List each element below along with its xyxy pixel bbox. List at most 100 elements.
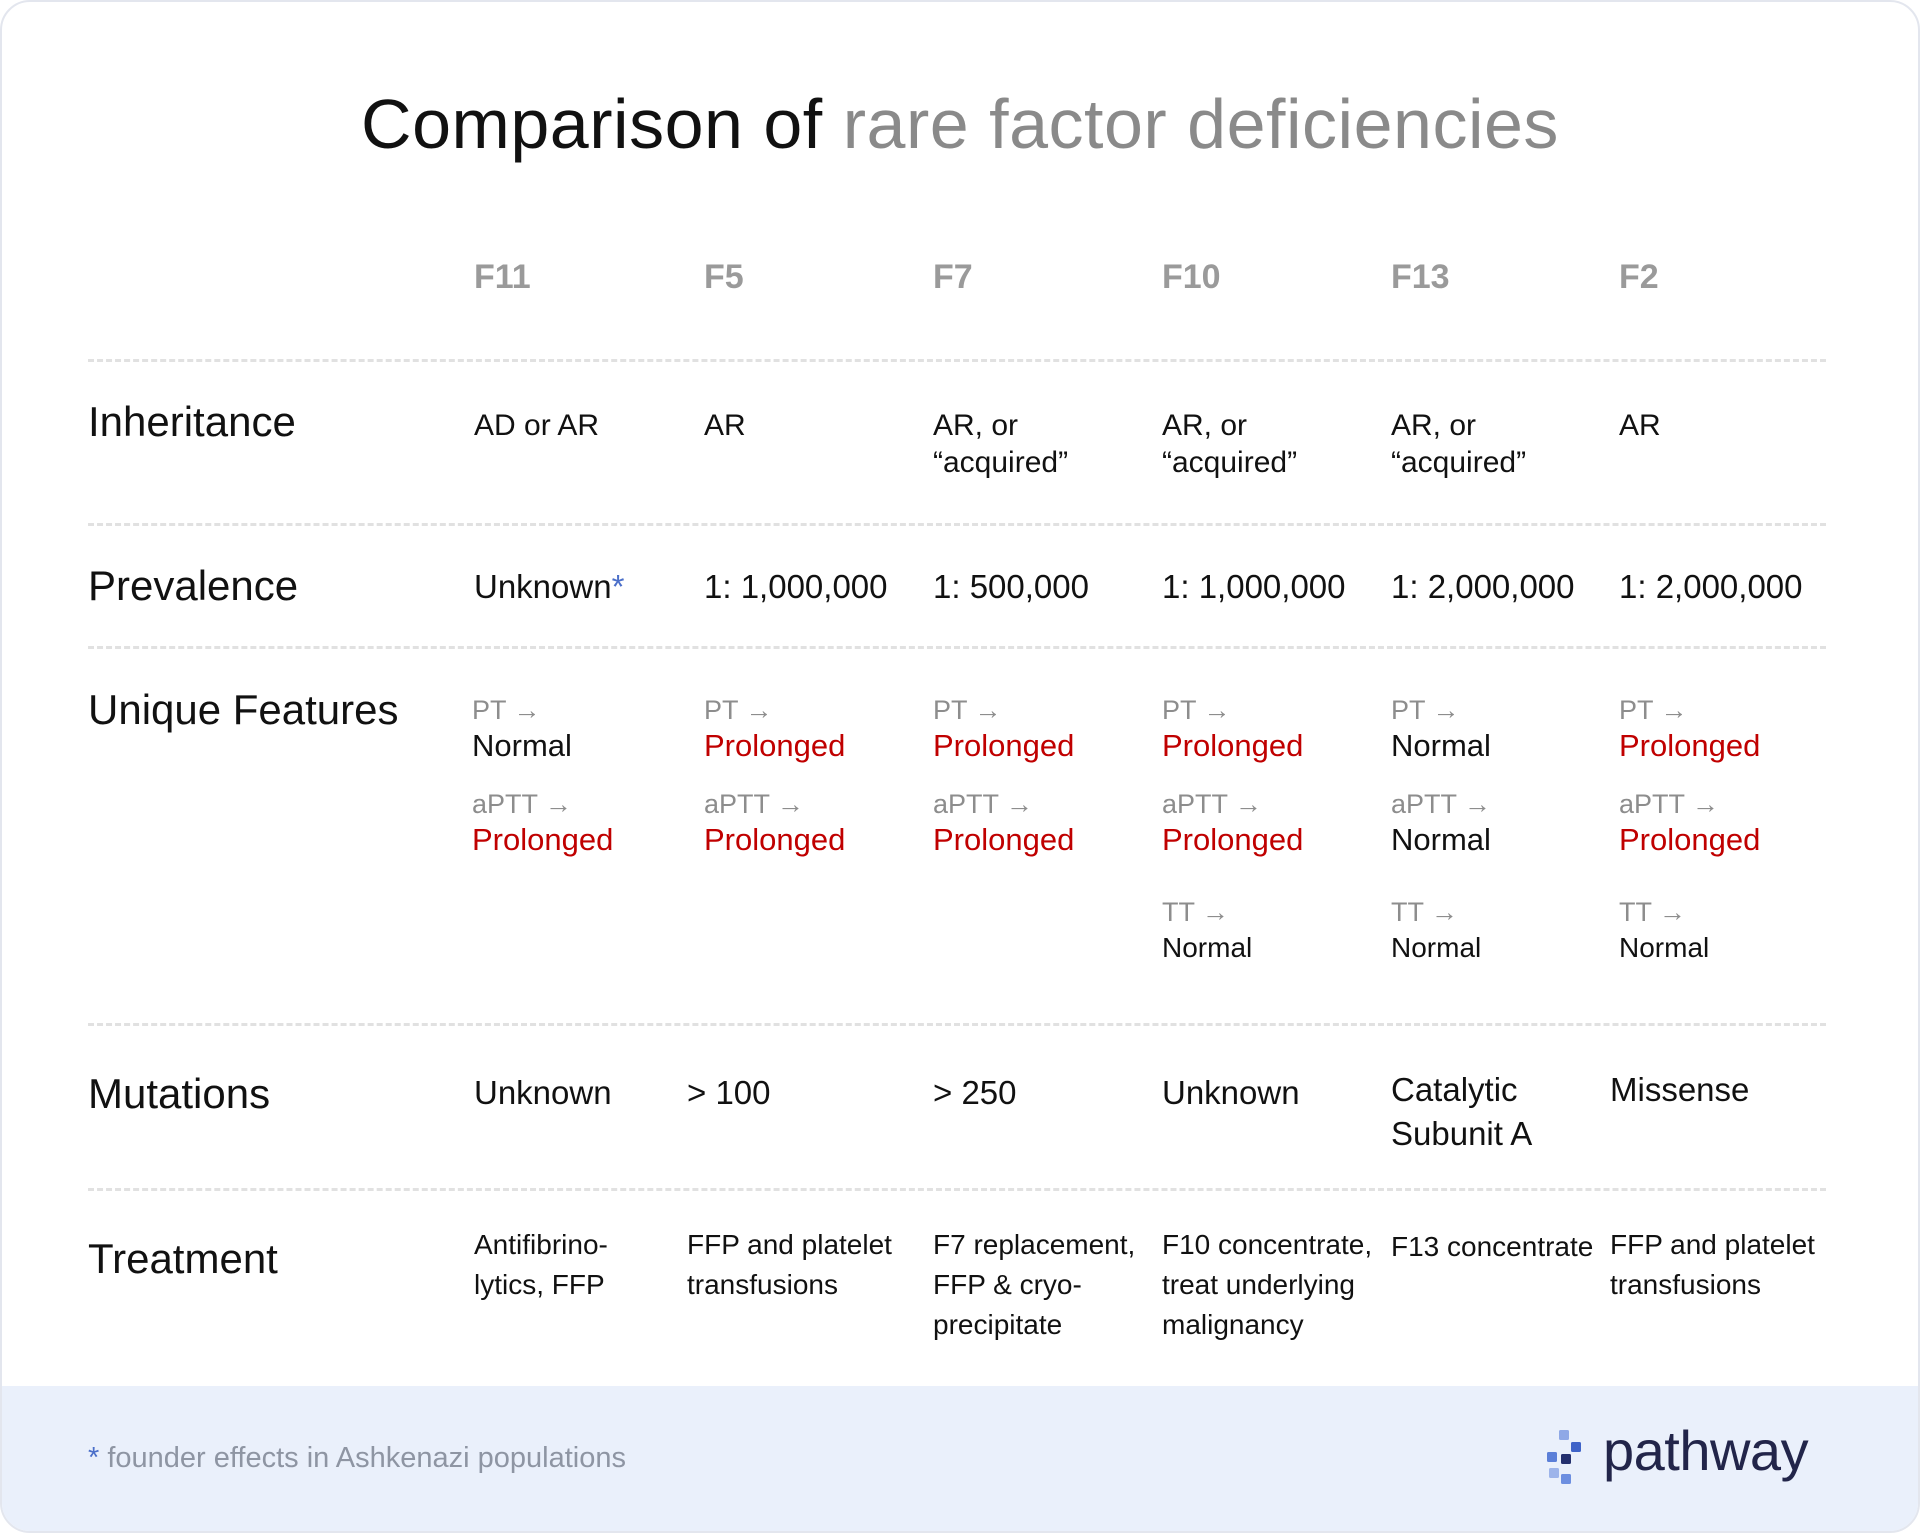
pt-label: PT → bbox=[933, 695, 1002, 725]
mutations-f13: Catalytic Subunit A bbox=[1391, 1068, 1532, 1156]
aptt-label: aPTT → bbox=[704, 789, 805, 819]
mutations-f2: Missense bbox=[1610, 1068, 1749, 1112]
inheritance-f10: AR, or “acquired” bbox=[1162, 407, 1297, 481]
aptt-value: Prolonged bbox=[704, 822, 846, 857]
treatment-f7: F7 replacement, FFP & cryo-precipitate bbox=[933, 1225, 1135, 1345]
row-divider bbox=[88, 646, 1826, 649]
features-f7: PT → Prolonged aPTT → Prolonged bbox=[933, 693, 1074, 859]
row-divider bbox=[88, 359, 1826, 362]
prevalence-f7: 1: 500,000 bbox=[933, 568, 1089, 605]
cell-line: FFP and platelet bbox=[1610, 1229, 1815, 1260]
cell-line: Unknown bbox=[1162, 1074, 1300, 1111]
inheritance-f11: AD or AR bbox=[474, 407, 599, 444]
prevalence-f13: 1: 2,000,000 bbox=[1391, 568, 1575, 605]
cell-line: transfusions bbox=[1610, 1269, 1761, 1300]
prevalence-f11: Unknown* bbox=[474, 568, 624, 605]
cell-line: lytics, FFP bbox=[474, 1269, 605, 1300]
tt-value: Normal bbox=[1162, 932, 1253, 963]
footnote-star: * bbox=[88, 1442, 100, 1474]
treatment-f11: Antifibrino-lytics, FFP bbox=[474, 1225, 608, 1305]
pt-label: PT → bbox=[472, 695, 541, 725]
features-f10: PT → Prolonged aPTT → Prolonged TT → Normal bbox=[1162, 693, 1303, 967]
mutations-f11: Unknown bbox=[474, 1074, 612, 1111]
tt-label: TT → bbox=[1391, 897, 1458, 927]
aptt-value: Prolonged bbox=[1162, 822, 1304, 857]
treatment-f13: F13 concentrate bbox=[1391, 1227, 1593, 1267]
prevalence-f5: 1: 1,000,000 bbox=[704, 568, 888, 605]
mutations-f5: > 100 bbox=[687, 1074, 771, 1111]
page-title: Comparison of rare factor deficiencies bbox=[2, 84, 1918, 164]
cell-line: “acquired” bbox=[1391, 446, 1527, 479]
cell-line: Unknown bbox=[474, 1074, 612, 1111]
features-f2: PT → Prolonged aPTT → Prolonged TT → Normal bbox=[1619, 693, 1760, 967]
aptt-label: aPTT → bbox=[472, 789, 573, 819]
tt-label: TT → bbox=[1619, 897, 1686, 927]
cell-line: F7 replacement, bbox=[933, 1229, 1136, 1260]
cell-line: AD or AR bbox=[474, 409, 600, 442]
features-f13: PT → Normal aPTT → Normal TT → Normal bbox=[1391, 693, 1491, 967]
pt-value: Prolonged bbox=[1619, 728, 1761, 763]
column-header-f2: F2 bbox=[1619, 258, 1659, 296]
row-divider bbox=[88, 1188, 1826, 1191]
pathway-dots-logo-icon bbox=[1547, 1430, 1581, 1484]
treatment-f5: FFP and platelet transfusions bbox=[687, 1225, 892, 1305]
pt-value: Normal bbox=[1391, 728, 1491, 763]
pt-label: PT → bbox=[1162, 695, 1231, 725]
aptt-value: Normal bbox=[1391, 822, 1491, 857]
footnote-text: founder effects in Ashkenazi populations bbox=[99, 1442, 626, 1474]
inheritance-f7: AR, or “acquired” bbox=[933, 407, 1068, 481]
cell-line: transfusions bbox=[687, 1269, 838, 1300]
prevalence-f2: 1: 2,000,000 bbox=[1619, 568, 1803, 605]
cell-value: Unknown bbox=[474, 568, 612, 605]
treatment-f2: FFP and platelet transfusions bbox=[1610, 1225, 1815, 1305]
cell-line: Subunit A bbox=[1391, 1115, 1533, 1152]
footnote: * founder effects in Ashkenazi populatio… bbox=[88, 1442, 626, 1475]
tt-value: Normal bbox=[1391, 932, 1482, 963]
cell-line: AR bbox=[704, 409, 746, 442]
column-header-f10: F10 bbox=[1162, 258, 1221, 296]
aptt-label: aPTT → bbox=[933, 789, 1034, 819]
aptt-label: aPTT → bbox=[1391, 789, 1492, 819]
row-divider bbox=[88, 523, 1826, 526]
cell-line: AR, or bbox=[1162, 409, 1248, 442]
tt-value: Normal bbox=[1619, 932, 1710, 963]
aptt-value: Prolonged bbox=[1619, 822, 1761, 857]
tt-label: TT → bbox=[1162, 897, 1229, 927]
aptt-value: Prolonged bbox=[472, 822, 614, 857]
brand-name: pathway bbox=[1603, 1419, 1809, 1482]
features-f11: PT → Normal aPTT → Prolonged bbox=[472, 693, 613, 859]
row-divider bbox=[88, 1023, 1826, 1026]
inheritance-f13: AR, or “acquired” bbox=[1391, 407, 1526, 481]
pt-label: PT → bbox=[704, 695, 773, 725]
cell-line: > 100 bbox=[687, 1074, 771, 1111]
pt-label: PT → bbox=[1391, 695, 1460, 725]
pt-value: Normal bbox=[472, 728, 572, 763]
cell-line: Antifibrino- bbox=[474, 1229, 608, 1260]
cell-line: “acquired” bbox=[933, 446, 1069, 479]
pt-value: Prolonged bbox=[1162, 728, 1304, 763]
cell-line: malignancy bbox=[1162, 1309, 1304, 1340]
inheritance-f2: AR bbox=[1619, 407, 1661, 444]
cell-line: FFP and platelet bbox=[687, 1229, 892, 1260]
pt-label: PT → bbox=[1619, 695, 1688, 725]
mutations-f10: Unknown bbox=[1162, 1074, 1300, 1111]
footnote-marker: * bbox=[611, 568, 625, 605]
pt-value: Prolonged bbox=[933, 728, 1075, 763]
cell-line: AR bbox=[1619, 409, 1661, 442]
footer: * founder effects in Ashkenazi populatio… bbox=[2, 1386, 1918, 1531]
column-header-f11: F11 bbox=[474, 258, 531, 296]
prevalence-f10: 1: 1,000,000 bbox=[1162, 568, 1346, 605]
cell-line: Missense bbox=[1610, 1071, 1750, 1108]
column-header-f5: F5 bbox=[704, 258, 744, 296]
row-label-mutations: Mutations bbox=[88, 1070, 271, 1117]
row-label-unique-features: Unique Features bbox=[88, 686, 399, 733]
treatment-f10: F10 concentrate, treat underlying malignan… bbox=[1162, 1225, 1372, 1345]
inheritance-f5: AR bbox=[704, 407, 746, 444]
aptt-label: aPTT → bbox=[1619, 789, 1720, 819]
cell-line: AR, or bbox=[1391, 409, 1477, 442]
aptt-label: aPTT → bbox=[1162, 789, 1263, 819]
mutations-f7: > 250 bbox=[933, 1074, 1017, 1111]
row-label-treatment: Treatment bbox=[88, 1235, 278, 1282]
pt-value: Prolonged bbox=[704, 728, 846, 763]
